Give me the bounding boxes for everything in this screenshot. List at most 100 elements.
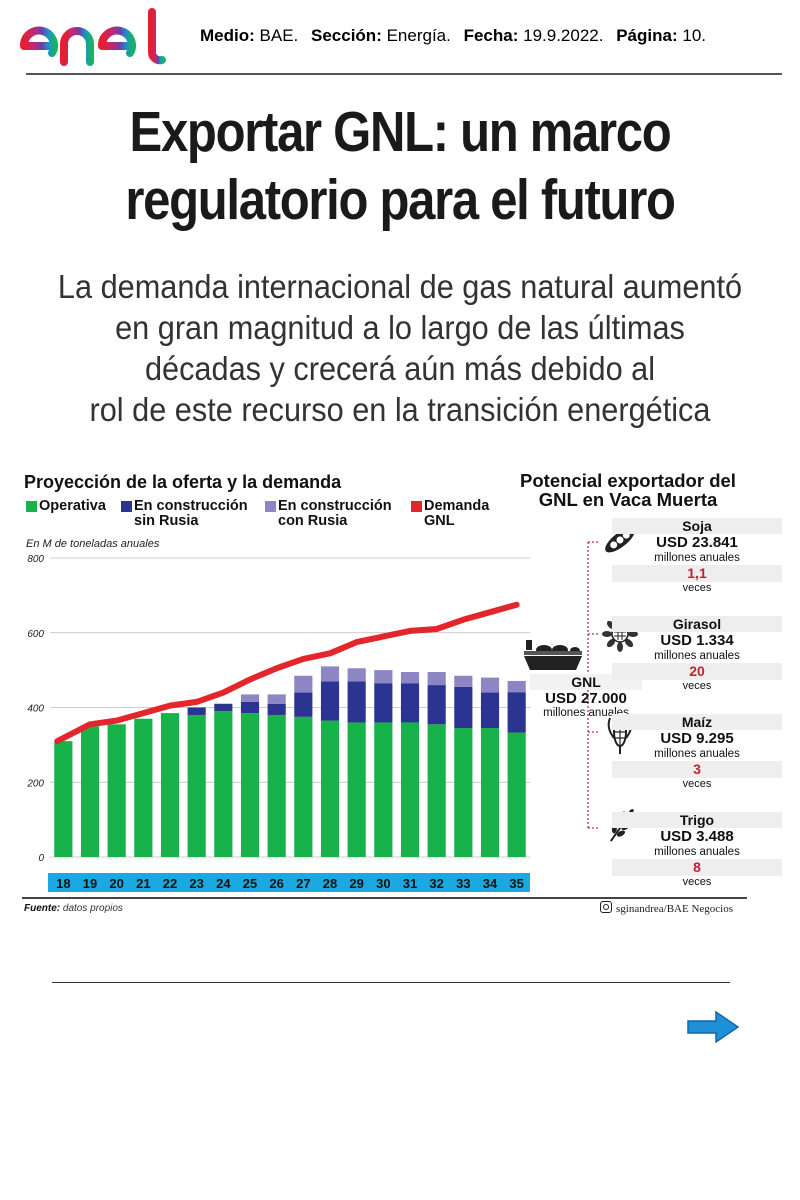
bar-en-construcci-n-sin-rusia [507, 692, 526, 733]
bar-en-construcci-n-sin-rusia [294, 692, 313, 717]
crop-name: Maíz [612, 714, 782, 730]
x-tick-label: 26 [269, 876, 283, 891]
y-tick-label: 200 [26, 778, 44, 789]
photo-credit: sginandrea/BAE Negocios [600, 901, 733, 915]
x-tick-label: 34 [483, 876, 498, 891]
panel-title: Potencial exportador del GNL en Vaca Mue… [488, 471, 768, 509]
x-tick-label: 21 [136, 876, 150, 891]
legend-swatch [265, 501, 276, 512]
bar-en-construcci-n-sin-rusia [187, 707, 206, 715]
legend-label: GNL [424, 513, 455, 529]
pagina-value: 10. [682, 26, 706, 45]
bar-operativa [480, 728, 500, 857]
instagram-icon [600, 901, 612, 913]
x-tick-label: 28 [323, 876, 337, 891]
crop-value: USD 1.334 [660, 632, 734, 649]
bar-en-construcci-n-sin-rusia [454, 686, 473, 729]
x-axis-band [48, 873, 530, 892]
x-tick-label: 35 [509, 876, 523, 891]
legend-label: Operativa [39, 498, 106, 514]
legend-con-rusia: En construcción con Rusia [265, 499, 392, 529]
x-tick-label: 18 [56, 876, 70, 891]
crop-card-maiz: Maíz USD 9.295 millones anuales 3 veces [612, 714, 782, 791]
bar-en-construcci-n-sin-rusia [427, 685, 446, 725]
crop-times: veces [682, 680, 712, 692]
legend-label: En construcción [134, 498, 248, 514]
crop-times: veces [682, 778, 712, 790]
crop-multiple: 1,1 [612, 565, 782, 582]
bar-en-construcci-n-con-rusia [507, 680, 526, 693]
bar-operativa [507, 732, 526, 857]
lng-ship-icon [524, 640, 582, 670]
source-label: Fuente: [24, 903, 61, 914]
bar-en-construcci-n-sin-rusia [347, 681, 366, 723]
bar-operativa [187, 714, 206, 857]
next-page-arrow-icon[interactable] [686, 1010, 740, 1044]
crop-card-girasol: Girasol USD 1.334 millones anuales 20 ve… [612, 616, 782, 693]
crop-multiple: 3 [612, 761, 782, 778]
bar-operativa [240, 713, 260, 857]
bar-en-construcci-n-con-rusia [374, 670, 393, 684]
bar-operativa [54, 741, 73, 857]
x-tick-label: 33 [456, 876, 470, 891]
crop-multiple: 20 [612, 663, 782, 680]
crop-value: USD 23.841 [656, 534, 738, 551]
bar-operativa [107, 724, 126, 857]
bar-operativa [160, 713, 180, 857]
x-tick-label: 19 [83, 876, 97, 891]
crop-name: Girasol [612, 616, 782, 632]
crop-card-trigo: Trigo USD 3.488 millones anuales 8 veces [612, 812, 782, 889]
crop-times: veces [682, 582, 712, 594]
bar-en-construcci-n-sin-rusia [214, 703, 233, 712]
crop-multiple: 8 [612, 859, 782, 876]
legend-sin-rusia: En construcción sin Rusia [121, 499, 248, 529]
bar-en-construcci-n-con-rusia [320, 666, 340, 682]
bar-en-construcci-n-con-rusia [400, 671, 420, 684]
legend-label: Demanda [424, 498, 490, 514]
x-tick-label: 30 [376, 876, 390, 891]
bar-operativa [347, 722, 366, 857]
medio-label: Medio: [200, 26, 255, 45]
bar-en-construcci-n-sin-rusia [480, 692, 500, 729]
seccion-value: Energía. [386, 26, 451, 45]
legend-label: En construcción [278, 498, 392, 514]
panel-title-line: GNL en Vaca Muerta [538, 489, 718, 510]
source-divider [22, 897, 747, 899]
x-tick-label: 23 [189, 876, 203, 891]
fecha-value: 19.9.2022. [523, 26, 604, 45]
bar-en-construcci-n-con-rusia [454, 675, 473, 687]
page-divider [52, 982, 730, 983]
bar-en-construcci-n-con-rusia [427, 671, 446, 686]
crop-unit: millones anuales [654, 552, 740, 564]
panel-title-line: Potencial exportador del [520, 470, 736, 491]
y-tick-label: 600 [27, 629, 44, 640]
bar-en-construcci-n-sin-rusia [240, 701, 260, 714]
bar-operativa [134, 718, 153, 857]
credit-text: sginandrea/BAE Negocios [616, 903, 733, 915]
subtitle-line: en gran magnitud a lo largo de las últim… [115, 309, 685, 346]
y-tick-label: 400 [27, 704, 44, 715]
bar-operativa [80, 726, 100, 857]
subtitle: La demanda internacional de gas natural … [28, 266, 772, 430]
x-tick-label: 29 [349, 876, 363, 891]
bar-en-construcci-n-sin-rusia [400, 683, 420, 723]
headline-line: Exportar GNL: un marco [129, 100, 672, 164]
crop-unit: millones anuales [654, 748, 740, 760]
medio-value: BAE. [259, 26, 299, 45]
headline-line: regulatorio para el futuro [125, 168, 676, 232]
x-tick-label: 25 [243, 876, 257, 891]
chart-title: Proyección de la oferta y la demanda [24, 472, 342, 492]
x-tick-label: 22 [163, 876, 177, 891]
connector-lines [587, 541, 600, 829]
y-tick-label: 800 [27, 554, 44, 565]
bar-operativa [320, 720, 340, 857]
x-tick-label: 32 [429, 876, 443, 891]
crop-name: Soja [612, 518, 782, 534]
subtitle-line: La demanda internacional de gas natural … [57, 268, 743, 305]
crop-unit: millones anuales [654, 650, 740, 662]
bar-en-construcci-n-con-rusia [480, 677, 500, 693]
bar-operativa [294, 716, 313, 857]
supply-demand-chart: 0 200 400 600 800 18 19 20 21 22 23 24 25 26 27 28 29 30 3… [26, 554, 530, 892]
legend-swatch [411, 501, 422, 512]
fecha-label: Fecha: [463, 26, 519, 45]
